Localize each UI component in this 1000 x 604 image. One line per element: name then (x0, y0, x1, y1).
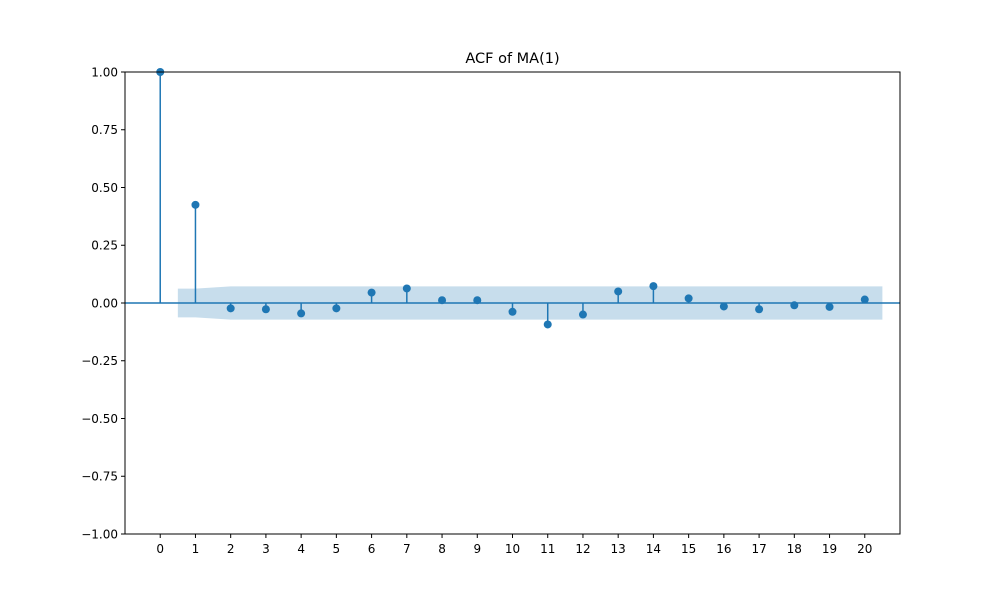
x-tick-label: 3 (262, 542, 270, 556)
x-tick-label: 15 (681, 542, 696, 556)
x-tick-label: 10 (505, 542, 520, 556)
x-tick-label: 18 (787, 542, 802, 556)
y-tick-label: −0.25 (81, 354, 118, 368)
acf-point (755, 305, 764, 314)
axes-frame (124, 71, 901, 535)
acf-point (825, 302, 834, 311)
x-axis-ticks: 0 1 2 3 4 5 6 7 8 9 10 11 12 13 14 15 16 17 18 19 20 (156, 534, 872, 556)
acf-point (578, 310, 587, 319)
acf-point (684, 294, 693, 303)
acf-point (402, 284, 411, 293)
acf-point (719, 302, 728, 311)
chart-title: ACF of MA(1) (465, 51, 559, 67)
x-tick-label: 13 (611, 542, 626, 556)
x-tick-label: 17 (751, 542, 766, 556)
acf-point (191, 200, 200, 209)
y-tick-label: −0.50 (81, 412, 118, 426)
acf-point (438, 296, 447, 305)
x-tick-label: 14 (646, 542, 661, 556)
marker-layer (156, 68, 869, 329)
acf-point (614, 287, 623, 296)
x-tick-label: 1 (192, 542, 200, 556)
acf-point (790, 301, 799, 310)
acf-point (473, 296, 482, 305)
y-tick-label: 0.00 (91, 296, 118, 310)
x-tick-label: 6 (368, 542, 376, 556)
acf-point (261, 305, 270, 314)
x-tick-label: 2 (227, 542, 235, 556)
acf-point (332, 304, 341, 313)
acf-point (226, 304, 235, 313)
acf-point (860, 295, 869, 304)
y-tick-label: −0.75 (81, 470, 118, 484)
y-tick-label: 0.50 (91, 181, 118, 195)
x-tick-label: 20 (857, 542, 872, 556)
x-tick-label: 5 (333, 542, 341, 556)
acf-point (543, 320, 552, 329)
y-tick-label: 0.75 (91, 123, 118, 137)
acf-point (367, 288, 376, 297)
x-tick-label: 7 (403, 542, 411, 556)
x-tick-label: 16 (716, 542, 731, 556)
acf-point (649, 282, 658, 291)
y-tick-label: 1.00 (91, 65, 118, 79)
x-tick-label: 11 (540, 542, 555, 556)
x-tick-label: 8 (438, 542, 446, 556)
x-tick-label: 9 (473, 542, 481, 556)
acf-point (508, 307, 517, 316)
x-tick-label: 0 (156, 542, 164, 556)
y-tick-label: 0.25 (91, 239, 118, 253)
y-tick-label: −1.00 (81, 527, 118, 541)
x-tick-label: 12 (575, 542, 590, 556)
y-axis-ticks: 1.00 0.75 0.50 0.25 0.00 −0.25 −0.50 −0.75 −1.00 (81, 65, 125, 541)
x-tick-label: 4 (297, 542, 305, 556)
acf-point (297, 309, 306, 318)
x-tick-label: 19 (822, 542, 837, 556)
